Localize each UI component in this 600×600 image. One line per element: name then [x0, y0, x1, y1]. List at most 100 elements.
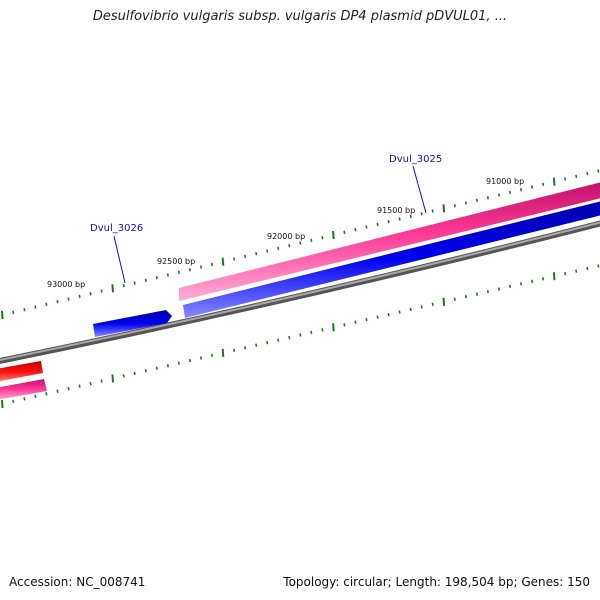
outer-tick [564, 177, 567, 181]
scale-label-92500: 92500 bp [157, 257, 195, 266]
inner-tick [67, 387, 70, 391]
outer-tick [398, 217, 401, 221]
map-title: Desulfovibrio vulgaris subsp. vulgaris D… [92, 9, 508, 24]
gene-arrow-dvul-3026[interactable] [93, 310, 172, 337]
outer-tick [100, 289, 103, 293]
inner-tick [597, 264, 600, 268]
outer-tick [111, 284, 114, 293]
inner-tick [519, 282, 523, 286]
outer-tick [122, 284, 125, 288]
outer-tick [431, 209, 434, 213]
outer-tick [531, 185, 534, 189]
inner-tick [431, 302, 434, 306]
inner-tick [321, 328, 324, 332]
inner-tick [78, 384, 81, 388]
inner-tick [122, 374, 125, 378]
outer-tick [221, 257, 225, 266]
inner-tick [542, 277, 545, 281]
inner-tick [299, 333, 302, 337]
inner-tick [420, 305, 423, 309]
outer-tick [343, 230, 346, 234]
forward-feature-bar-left [0, 379, 47, 400]
outer-tick [497, 193, 501, 197]
accession-text: Accession: NC_008741 [9, 575, 146, 589]
outer-tick [255, 252, 258, 256]
inner-tick [442, 297, 446, 306]
outer-tick [475, 198, 478, 202]
outer-tick [486, 196, 489, 200]
inner-tick [266, 341, 269, 345]
inner-tick [508, 284, 512, 289]
inner-tick [343, 323, 346, 327]
outer-tick [177, 270, 180, 274]
inner-tick [111, 374, 114, 383]
outer-tick [332, 230, 335, 240]
outer-tick [376, 222, 379, 226]
inner-tick [387, 312, 390, 317]
inner-tick [464, 295, 467, 299]
outer-tick [166, 273, 169, 277]
outer-tick [210, 262, 214, 266]
outer-tick [155, 276, 158, 280]
outer-tick [597, 169, 600, 173]
inner-tick [497, 287, 501, 291]
inner-tick [398, 310, 401, 314]
inner-tick [564, 272, 567, 276]
inner-tick [34, 394, 37, 398]
outer-tick [288, 244, 291, 248]
red-feature-bar [0, 361, 43, 382]
outer-tick [365, 225, 368, 229]
inner-tick [155, 366, 158, 370]
inner-tick [486, 289, 489, 294]
inner-tick [365, 318, 368, 322]
reverse-feature-bar [183, 201, 600, 318]
scale-label-91000: 91000 bp [486, 177, 524, 186]
outer-tick [188, 268, 191, 272]
outer-tick-track [1, 169, 600, 320]
inner-tick [199, 356, 203, 360]
inner-tick [188, 358, 191, 363]
inner-tick [1, 399, 4, 409]
outer-tick [45, 302, 48, 306]
outer-tick [453, 204, 456, 208]
outer-tick [542, 182, 545, 186]
inner-tick [575, 269, 578, 273]
scale-label-92000: 92000 bp [267, 232, 305, 241]
inner-tick [45, 392, 48, 396]
outer-tick [266, 249, 269, 253]
inner-tick [531, 279, 534, 283]
inner-tick [23, 397, 26, 401]
outer-tick [354, 228, 357, 232]
outer-tick [277, 246, 280, 250]
outer-tick [12, 310, 15, 314]
gene-label-dvul-3026[interactable]: Dvul_3026 [90, 223, 143, 234]
inner-tick [277, 338, 280, 342]
gene-leader-dvul-3025 [412, 165, 427, 214]
gene-label-dvul-3025[interactable]: Dvul_3025 [389, 154, 442, 165]
inner-tick [475, 292, 478, 296]
outer-tick [387, 220, 390, 224]
outer-tick [34, 305, 37, 309]
topology-summary-text: Topology: circular; Length: 198,504 bp; … [283, 575, 590, 589]
outer-tick [144, 278, 147, 282]
scale-label-93000: 93000 bp [47, 280, 85, 289]
outer-tick [321, 236, 324, 240]
outer-tick [89, 292, 92, 296]
inner-tick [354, 320, 357, 324]
inner-tick [586, 266, 589, 271]
inner-tick [144, 369, 147, 373]
outer-tick [409, 214, 412, 218]
forward-feature-bar [179, 182, 600, 301]
outer-tick [508, 190, 512, 194]
outer-tick [420, 212, 423, 216]
inner-tick [453, 297, 456, 301]
inner-tick [376, 315, 379, 319]
inner-tick [233, 348, 236, 352]
outer-tick [575, 174, 578, 178]
inner-tick [244, 346, 247, 350]
outer-tick [442, 204, 446, 213]
inner-tick [255, 343, 258, 347]
inner-tick [409, 307, 412, 312]
backbone-highlight [0, 221, 600, 361]
